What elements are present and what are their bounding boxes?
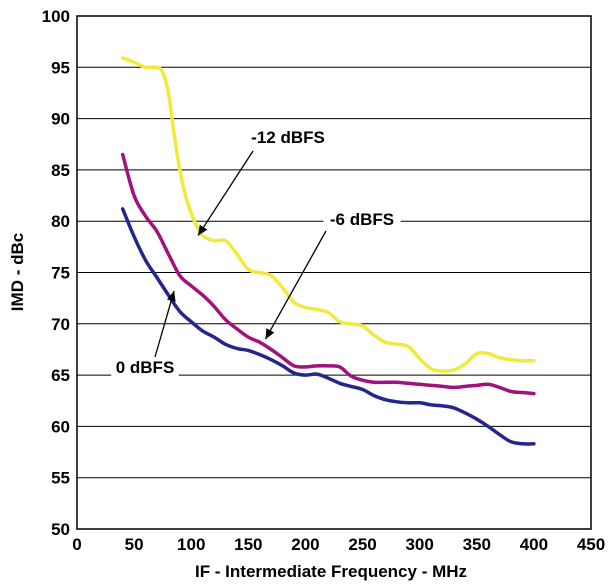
series-lines: [120, 56, 536, 446]
annotation-bg-minus12: [244, 127, 332, 148]
x-tick-label: 450: [577, 535, 605, 554]
y-tick-label: 95: [51, 58, 70, 77]
annotation-arrow-zero: [166, 290, 176, 302]
y-tick-label: 80: [51, 212, 70, 231]
y-tick-label: 90: [51, 110, 70, 129]
x-tick-label: 400: [520, 535, 548, 554]
x-axis-title: IF - Intermediate Frequency - MHz: [195, 562, 467, 581]
y-tick-label: 100: [42, 7, 70, 26]
y-tick-labels: 50 55 60 65 70 75 80 85 90 95 100: [42, 7, 70, 539]
annotation-label-minus12: -12 dBFS: [251, 128, 325, 147]
annotations: -12 dBFS -6 dBFS 0 dBFS: [111, 127, 401, 378]
y-tick-label: 75: [51, 264, 70, 283]
x-tick-label: 50: [125, 535, 144, 554]
x-tick-label: 300: [405, 535, 433, 554]
y-tick-label: 55: [51, 469, 70, 488]
x-tick-label: 150: [234, 535, 262, 554]
y-tick-label: 85: [51, 161, 70, 180]
y-tick-label: 65: [51, 366, 70, 385]
annotation-label-minus6: -6 dBFS: [330, 210, 394, 229]
annotation-leader-minus6: [264, 230, 327, 340]
x-tick-labels: 0 50 100 150 200 250 300 350 400 450: [72, 535, 605, 554]
plot-frame: [76, 15, 592, 530]
annotation-label-zero: 0 dBFS: [116, 358, 175, 377]
y-tick-label: 50: [51, 520, 70, 539]
y-axis-title: IMD - dBc: [8, 233, 27, 311]
series-line-minus6: [120, 152, 536, 396]
y-tick-label: 60: [51, 417, 70, 436]
x-tick-label: 350: [463, 535, 491, 554]
x-tick-label: 100: [177, 535, 205, 554]
y-tick-label: 70: [51, 315, 70, 334]
x-tick-label: 200: [291, 535, 319, 554]
annotation-arrow-minus6: [265, 328, 275, 340]
annotation-leader-minus12: [197, 150, 254, 236]
series-line-zero: [120, 207, 536, 446]
annotation-leader-zero: [154, 290, 175, 358]
annotation-bg-minus6: [323, 209, 401, 230]
series-line-minus12: [120, 56, 536, 373]
x-tick-label: 250: [348, 535, 376, 554]
annotation-arrow-minus12: [198, 224, 208, 236]
annotation-bg-zero: [111, 357, 179, 378]
x-tick-label: 0: [72, 535, 81, 554]
